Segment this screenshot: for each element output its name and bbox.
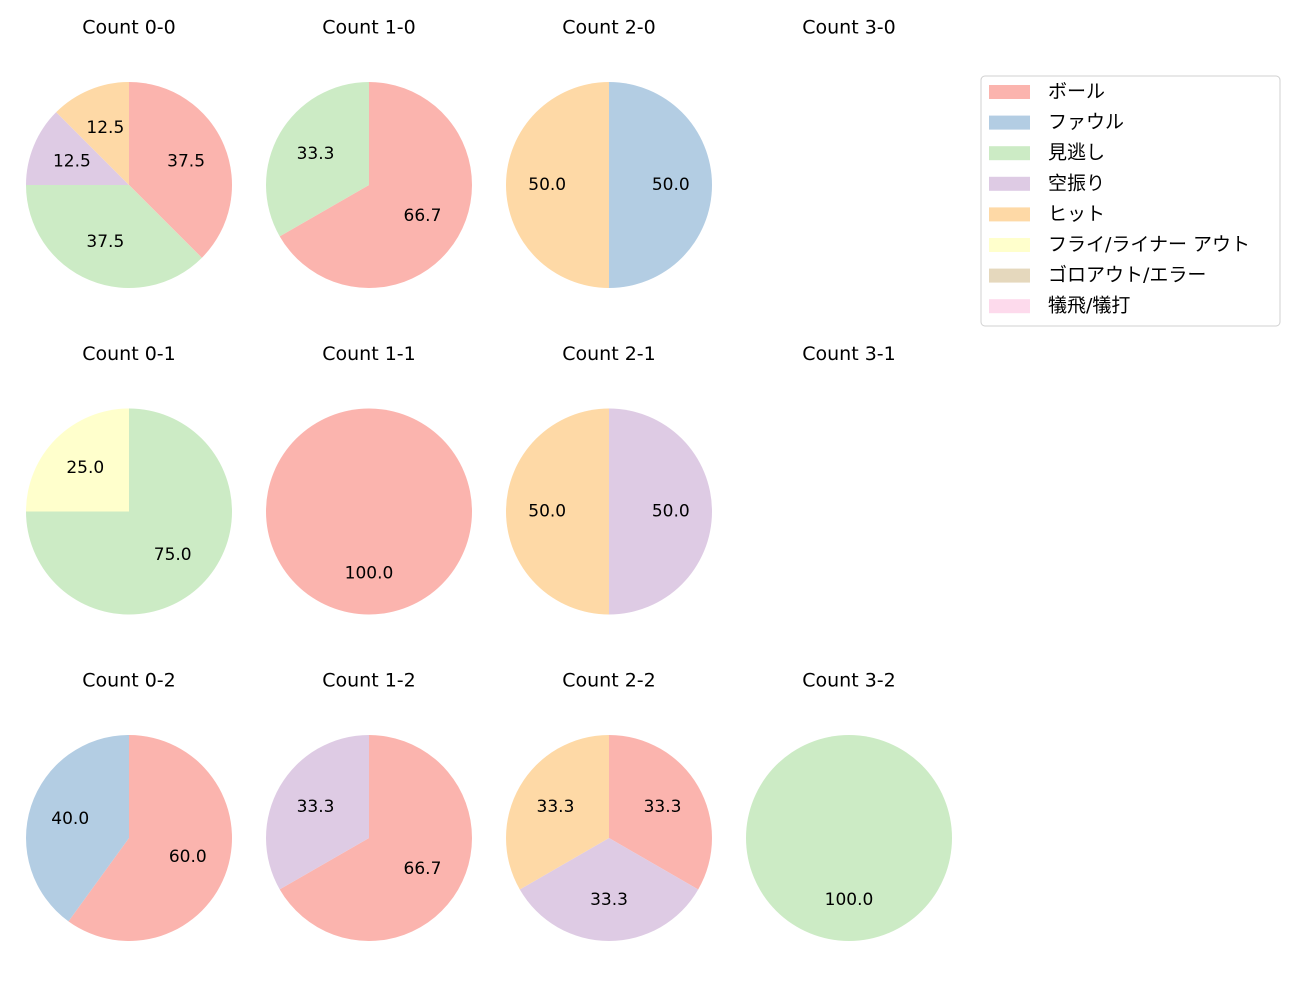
legend-swatch	[989, 299, 1030, 314]
pie-slice	[519, 838, 699, 941]
chart-title: Count 0-1	[82, 343, 176, 365]
legend-swatch	[989, 115, 1030, 130]
value-label: 40.0	[51, 809, 89, 829]
chart-title: Count 1-2	[322, 670, 416, 692]
chart-title: Count 3-1	[802, 343, 896, 365]
legend-label: ゴロアウト/エラー	[1048, 264, 1206, 286]
legend-swatch	[989, 176, 1030, 191]
pie-slice	[68, 735, 232, 941]
pie-slice	[266, 735, 369, 890]
pie-slice	[26, 112, 129, 185]
pie-slice	[266, 82, 369, 237]
legend-label: フライ/ライナー アウト	[1048, 234, 1250, 256]
legend-label: ファウル	[1048, 111, 1124, 133]
chart-title: Count 0-0	[82, 17, 176, 39]
legend-label: 見逃し	[1048, 142, 1105, 164]
value-label: 33.3	[537, 797, 575, 817]
legend-swatch	[989, 268, 1030, 283]
value-label: 25.0	[66, 458, 104, 478]
value-label: 33.3	[297, 797, 335, 817]
chart-title: Count 2-2	[562, 670, 656, 692]
legend-box	[980, 75, 1281, 327]
legend-swatch	[989, 207, 1030, 222]
pie-slice	[279, 735, 472, 941]
pie-slice	[746, 735, 952, 941]
value-label: 50.0	[528, 175, 566, 195]
value-label: 12.5	[53, 151, 91, 171]
value-label: 100.0	[825, 890, 874, 910]
value-label: 50.0	[652, 502, 690, 522]
legend-swatch	[989, 238, 1030, 252]
value-label: 12.5	[86, 118, 124, 138]
value-label: 37.5	[167, 151, 205, 171]
pie-slice	[506, 408, 609, 615]
pie-slice	[266, 408, 472, 615]
value-label: 33.3	[590, 890, 628, 910]
chart-title: Count 1-1	[322, 343, 416, 365]
value-label: 75.0	[154, 545, 192, 565]
legend-swatch	[989, 146, 1030, 161]
value-label: 33.3	[644, 797, 682, 817]
value-label: 66.7	[404, 859, 442, 879]
chart-title: Count 1-0	[322, 17, 416, 39]
chart-title: Count 3-0	[802, 17, 896, 39]
pie-slice	[129, 82, 232, 258]
pie-slice	[609, 408, 712, 615]
legend-label: 犠飛/犠打	[1048, 295, 1130, 317]
pie-slice	[609, 735, 712, 890]
value-label: 37.5	[86, 232, 124, 252]
value-label: 50.0	[652, 175, 690, 195]
pie-slice	[609, 82, 712, 288]
legend-label: ヒット	[1048, 203, 1105, 225]
chart-title: Count 3-2	[802, 670, 896, 692]
pie-slice	[279, 82, 472, 288]
legend-label: ボール	[1048, 81, 1105, 103]
chart-title: Count 0-2	[82, 670, 176, 692]
value-label: 50.0	[528, 502, 566, 522]
legend-swatch	[989, 85, 1030, 99]
value-label: 100.0	[345, 563, 394, 583]
value-label: 60.0	[169, 847, 207, 867]
pie-slice	[26, 408, 129, 512]
chart-title: Count 2-1	[562, 343, 656, 365]
pie-slice	[56, 82, 130, 185]
pie-slice	[25, 735, 129, 922]
legend-label: 空振り	[1048, 172, 1105, 194]
value-label: 33.3	[297, 144, 335, 164]
value-label: 66.7	[404, 206, 442, 226]
pie-slice	[26, 185, 202, 288]
pie-slice	[506, 82, 609, 288]
pie-slice	[506, 735, 609, 890]
chart-title: Count 2-0	[562, 17, 656, 39]
